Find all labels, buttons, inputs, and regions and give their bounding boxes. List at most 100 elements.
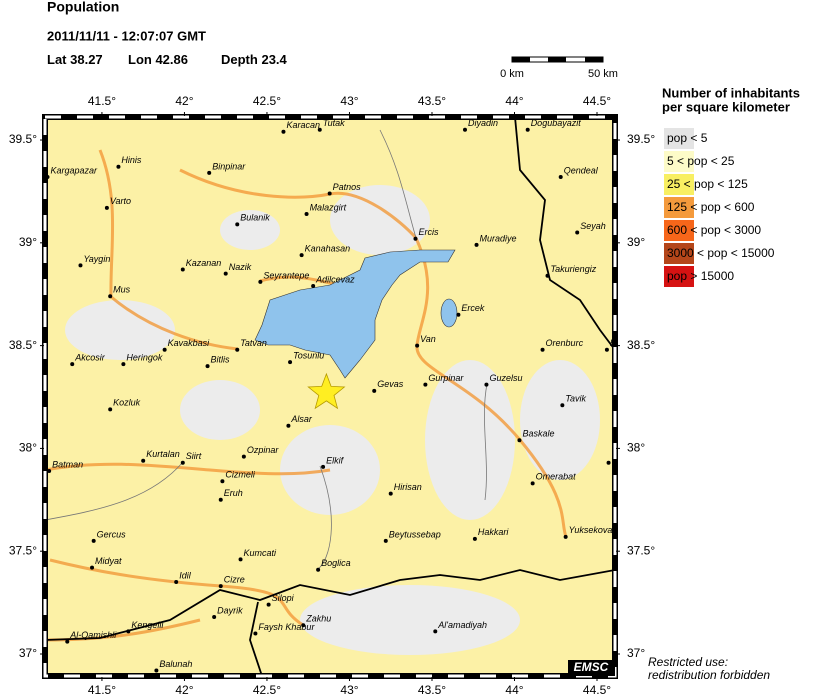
lat-label: Lat xyxy=(47,52,67,67)
place-label: Balunah xyxy=(159,659,192,669)
legend-swatch xyxy=(664,197,694,218)
y-tick-label: 39.5° xyxy=(9,132,37,146)
place-label: Qendeal xyxy=(564,165,599,175)
place-label: Alsar xyxy=(290,414,313,424)
place-label: Bitlis xyxy=(211,355,231,365)
place-dot xyxy=(141,458,146,463)
place-dot xyxy=(388,491,393,496)
place-dot xyxy=(472,536,477,541)
place-label: Patnos xyxy=(333,182,362,192)
scale-end: 50 km xyxy=(588,68,618,80)
map-area: Karacan Tutak Diyadin Dogubayazit Kargapazar… xyxy=(45,117,615,676)
place-label: Binpinar xyxy=(212,161,246,171)
place-dot xyxy=(317,127,322,132)
place-dot xyxy=(235,222,240,227)
legend-label: pop > 15000 xyxy=(667,269,734,283)
legend-swatch xyxy=(664,128,694,149)
place-label: Batman xyxy=(52,459,83,469)
legend-label: 25 < pop < 125 xyxy=(667,177,748,191)
x-tick-label: 42° xyxy=(175,683,193,697)
place-label: Ercis xyxy=(418,227,438,237)
place-dot xyxy=(327,191,332,196)
place-dot xyxy=(108,294,113,299)
logo: EMSC xyxy=(574,660,609,674)
scale-bar-segment xyxy=(585,57,603,62)
place-dot xyxy=(70,362,75,367)
place-label: Dayrik xyxy=(217,605,243,615)
place-label: Hirisan xyxy=(394,482,422,492)
legend-swatch xyxy=(664,243,694,264)
place-label: Tavik xyxy=(565,394,586,404)
place-dot xyxy=(212,614,217,619)
place-label: Ercek xyxy=(461,303,485,313)
place-dot xyxy=(258,279,263,284)
place-dot xyxy=(474,242,479,247)
place-label: Omerabat xyxy=(536,472,577,482)
lake-van xyxy=(254,249,456,379)
legend-swatch xyxy=(664,220,694,241)
place-dot xyxy=(484,382,489,387)
place-label: Hakkari xyxy=(478,527,510,537)
place-dot xyxy=(238,557,243,562)
place-dot xyxy=(288,360,293,365)
place-label: Adilcevaz xyxy=(315,274,355,284)
roads xyxy=(45,149,568,642)
place-dot xyxy=(281,129,286,134)
place-dot xyxy=(162,347,167,352)
place-label: Elkif xyxy=(326,455,345,465)
place-label: Bulanik xyxy=(240,213,270,223)
place-label: Kengelli xyxy=(131,620,164,630)
place-label: Guzelsu xyxy=(489,373,522,383)
y-tick-label: 38.5° xyxy=(9,338,37,352)
place-label: Kumcati xyxy=(244,548,278,558)
place-label: Kozluk xyxy=(113,398,141,408)
place-label: Nazik xyxy=(229,262,252,272)
place-dot xyxy=(560,403,565,408)
y-tick-label: 38° xyxy=(627,441,645,455)
x-tick-label: 44.5° xyxy=(583,94,611,108)
place-label: Diyadin xyxy=(468,118,498,128)
legend-label: 125 < pop < 600 xyxy=(667,200,755,214)
legend-title: per square kilometer xyxy=(662,99,790,114)
place-dot xyxy=(104,205,109,210)
place-dot xyxy=(205,364,210,369)
sparse-areas xyxy=(65,185,600,655)
place-dot xyxy=(180,460,185,465)
place-dot xyxy=(530,481,535,486)
place-dot xyxy=(180,267,185,272)
place-dot xyxy=(253,631,258,636)
legend-label: 5 < pop < 25 xyxy=(667,154,735,168)
place-label: Kurtalan xyxy=(146,449,180,459)
scale-bar-segment xyxy=(512,57,530,62)
x-tick-label: 42.5° xyxy=(253,683,281,697)
place-dot xyxy=(78,263,83,268)
place-dot xyxy=(304,212,309,217)
place-dot xyxy=(301,623,306,628)
legend-swatch xyxy=(664,266,694,287)
place-label: Mus xyxy=(113,285,131,295)
place-dot xyxy=(223,271,228,276)
place-dot xyxy=(108,407,113,412)
x-tick-label: 43.5° xyxy=(418,94,446,108)
place-dot xyxy=(525,127,530,132)
y-tick-label: 38.5° xyxy=(627,338,655,352)
scale-start: 0 km xyxy=(500,68,524,80)
x-tick-label: 44° xyxy=(505,683,523,697)
place-label: Seyah xyxy=(580,221,606,231)
notice: Restricted use: xyxy=(648,655,728,669)
place-dot xyxy=(286,423,291,428)
place-label: Siirt xyxy=(186,451,202,461)
place-label: Orenburc xyxy=(546,338,584,348)
title: Population xyxy=(47,0,119,15)
lon-label: Lon xyxy=(128,52,152,67)
place-dot xyxy=(321,464,326,469)
place-label: Seyrantepe xyxy=(263,270,309,280)
place-dot xyxy=(235,347,240,352)
place-label: Kanahasan xyxy=(305,244,351,254)
place-dot xyxy=(218,497,223,502)
lake-ercek xyxy=(440,298,458,328)
place-dot xyxy=(266,602,271,607)
place-label: Kavakbasi xyxy=(168,338,211,348)
legend-title: Number of inhabitants xyxy=(662,85,800,100)
